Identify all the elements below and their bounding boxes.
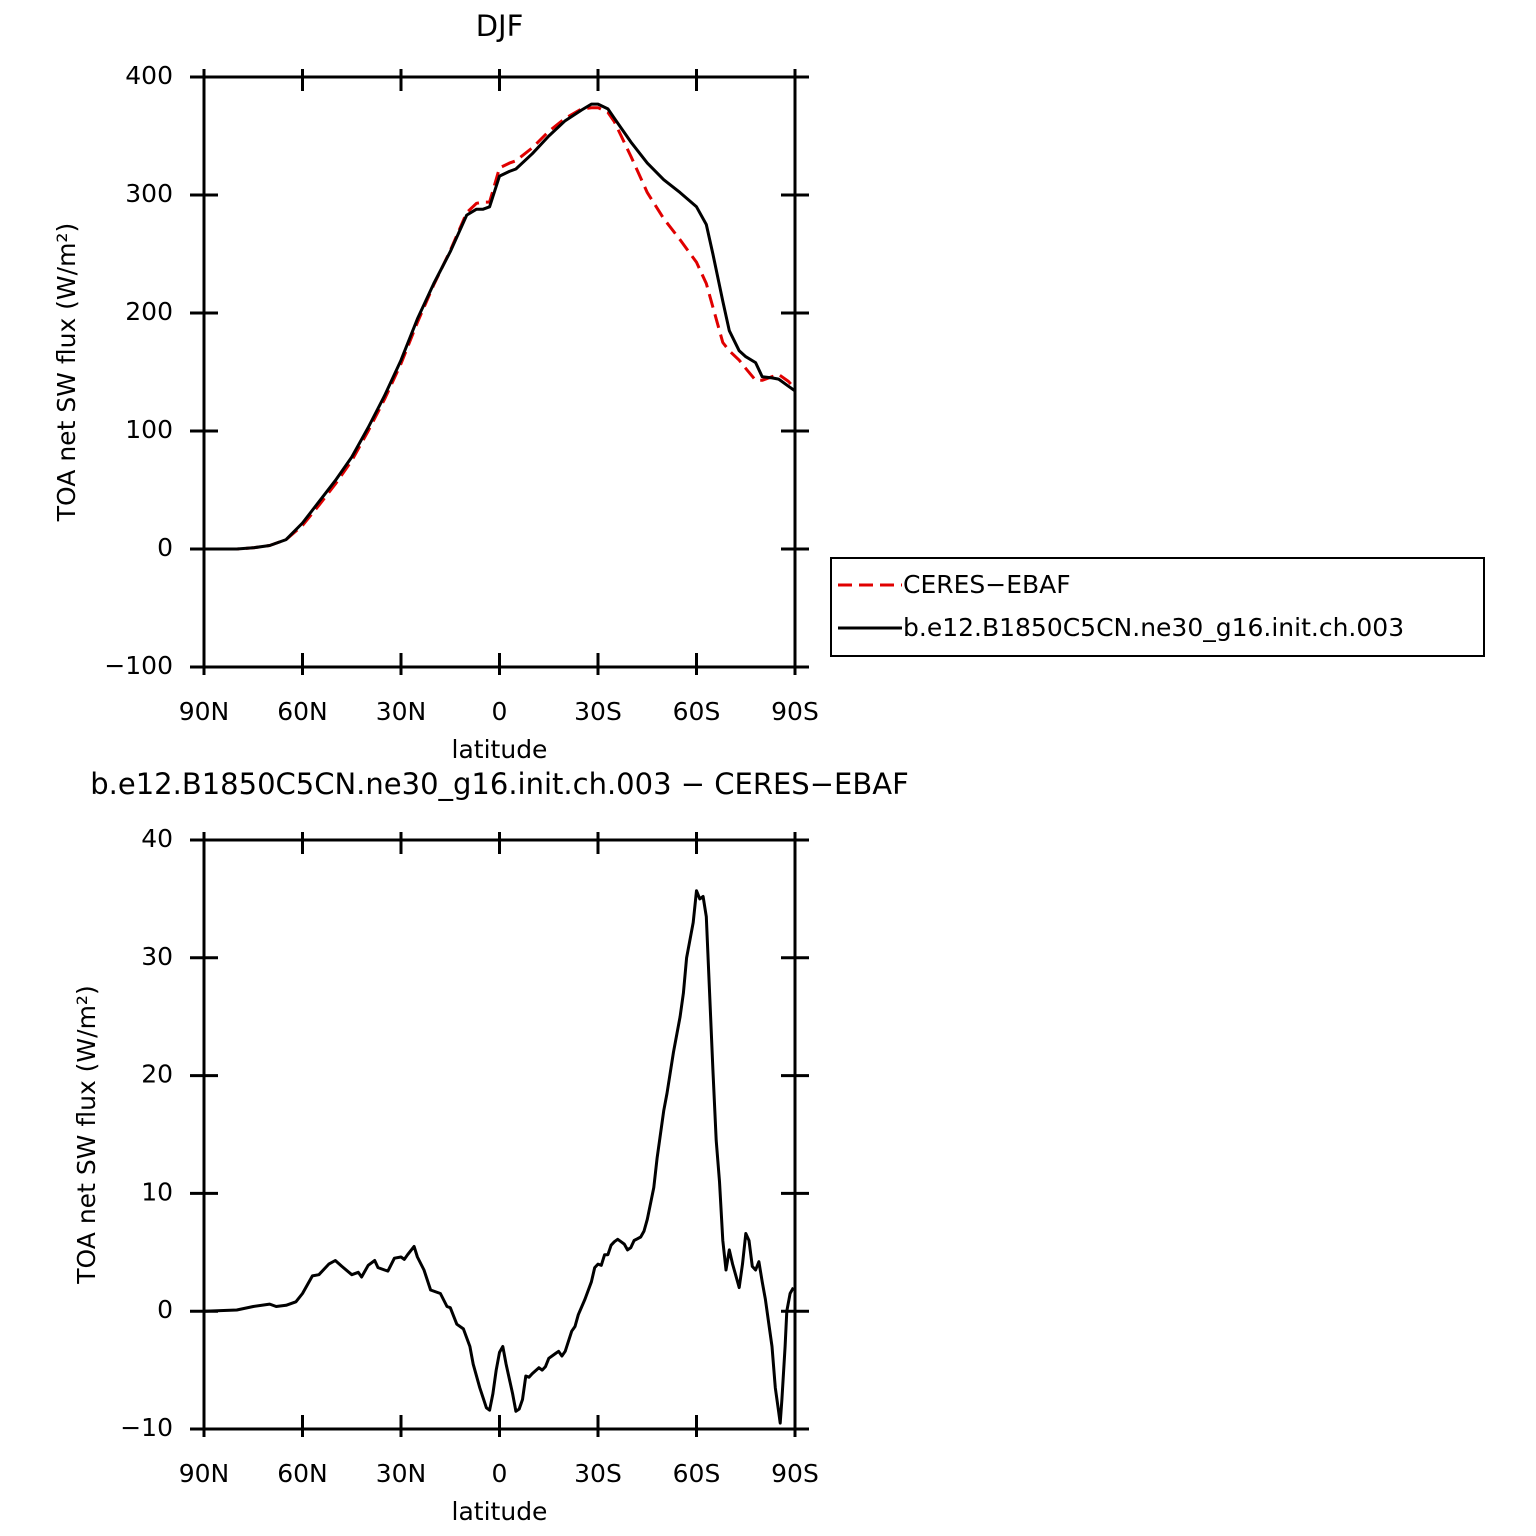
chart-title: b.e12.B1850C5CN.ne30_g16.init.ch.003 − C… [90, 767, 909, 801]
y-tick-label: 30 [141, 942, 173, 971]
data-line [203, 889, 795, 1425]
legend-box [830, 557, 1485, 657]
x-tick-label: 90S [771, 697, 819, 726]
x-tick-label: 90N [179, 1459, 230, 1488]
x-tick-label: 60N [277, 1459, 328, 1488]
y-tick-label: 20 [141, 1060, 173, 1089]
data-line [204, 106, 797, 551]
y-tick-label: 0 [157, 1295, 173, 1324]
x-axis-label: latitude [452, 735, 548, 764]
x-tick-label: 30S [574, 1459, 622, 1488]
x-tick-label: 60N [277, 697, 328, 726]
y-tick-label: 10 [141, 1177, 173, 1206]
y-tick-label: 0 [157, 533, 173, 562]
chart-title: DJF [476, 9, 524, 43]
legend-label: CERES−EBAF [903, 570, 1071, 599]
y-axis-label: TOA net SW flux (W/m²) [52, 223, 81, 522]
plot-frame [202, 75, 797, 669]
y-tick-label: 400 [125, 61, 173, 90]
x-tick-label: 30S [574, 697, 622, 726]
x-tick-label: 90S [771, 1459, 819, 1488]
y-tick-label: 200 [125, 297, 173, 326]
y-tick-label: 100 [125, 415, 173, 444]
x-tick-label: 0 [492, 1459, 508, 1488]
x-axis-label: latitude [452, 1497, 548, 1526]
x-tick-label: 60S [673, 697, 721, 726]
y-tick-label: −10 [120, 1413, 173, 1442]
y-tick-label: 300 [125, 179, 173, 208]
legend: CERES−EBAF b.e12.B1850C5CN.ne30_g16.init.… [830, 557, 1485, 657]
y-axis-label: TOA net SW flux (W/m²) [72, 985, 101, 1284]
y-tick-label: 40 [141, 824, 173, 853]
y-tick-label: −100 [104, 651, 173, 680]
legend-label: b.e12.B1850C5CN.ne30_g16.init.ch.003 [903, 613, 1404, 642]
x-tick-label: 0 [492, 697, 508, 726]
x-tick-label: 60S [673, 1459, 721, 1488]
x-tick-label: 90N [179, 697, 230, 726]
x-tick-label: 30N [376, 1459, 427, 1488]
data-line [204, 102, 796, 551]
x-tick-label: 30N [376, 697, 427, 726]
